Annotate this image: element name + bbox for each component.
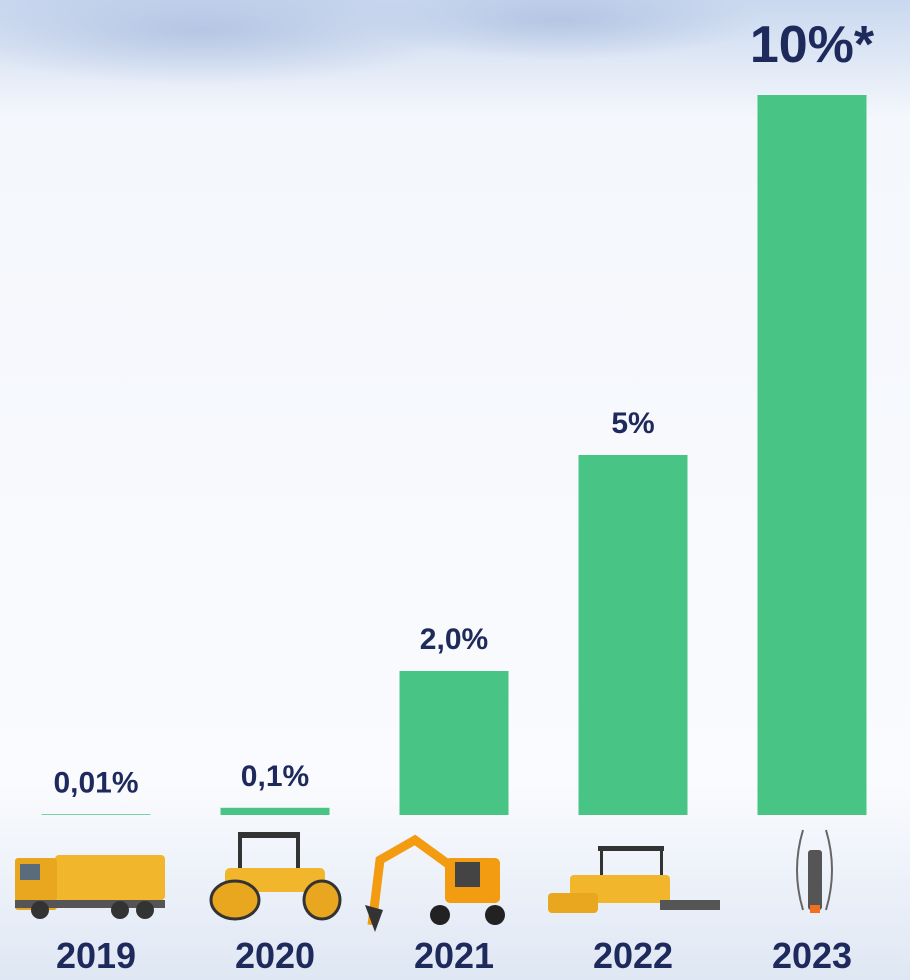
icon-truck: [15, 855, 165, 919]
x-tick-label: 2019: [56, 935, 136, 976]
bar: [41, 814, 151, 815]
icon-roller: [209, 832, 342, 921]
icon-paver: [548, 846, 720, 913]
cloud: [0, 0, 460, 85]
x-tick-label: 2021: [414, 935, 494, 976]
icon-charger: [796, 829, 833, 913]
bar: [757, 95, 867, 815]
cloud: [360, 0, 760, 60]
bar: [399, 671, 509, 815]
value-label: 0,01%: [53, 766, 138, 799]
bar: [578, 455, 688, 815]
value-label: 2,0%: [420, 623, 488, 656]
bar: [220, 807, 330, 815]
icon-excavator: [365, 834, 505, 932]
value-label: 5%: [611, 407, 654, 440]
value-label: 0,1%: [241, 760, 309, 793]
x-tick-label: 2020: [235, 935, 315, 976]
x-tick-label: 2023: [772, 935, 852, 976]
x-tick-label: 2022: [593, 935, 673, 976]
value-label: 10%*: [750, 16, 875, 74]
